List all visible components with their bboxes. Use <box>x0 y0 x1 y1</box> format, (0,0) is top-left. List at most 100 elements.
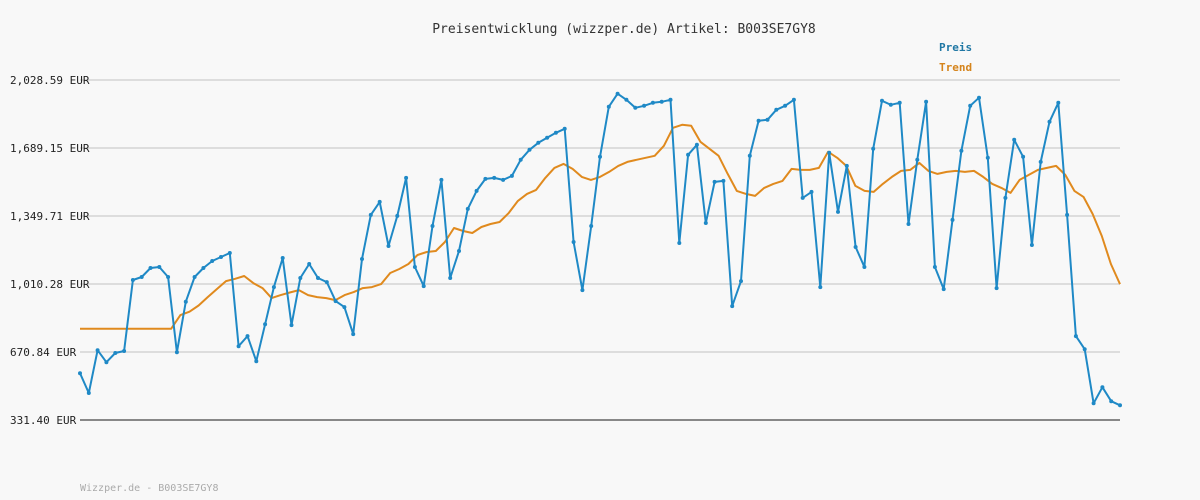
price-series-point <box>800 195 805 200</box>
price-series-point <box>316 276 320 280</box>
price-series-point <box>545 135 550 140</box>
price-series-point <box>924 99 929 104</box>
price-series-point <box>298 276 303 280</box>
price-series-point <box>192 275 197 279</box>
price-series-point <box>86 391 91 395</box>
price-series-point <box>210 259 215 263</box>
price-series-point <box>183 299 188 304</box>
price-series-point <box>518 157 523 162</box>
price-series-point <box>774 107 779 112</box>
y-tick-label: 670.84 EUR <box>10 346 77 359</box>
price-series-point <box>377 199 382 204</box>
price-series-point <box>421 284 426 289</box>
price-series-point <box>1073 334 1078 339</box>
price-series-point <box>783 103 788 108</box>
price-series-point <box>580 288 585 293</box>
price-series-point <box>915 157 920 162</box>
price-series-point <box>589 224 594 228</box>
price-series-point <box>122 349 127 353</box>
price-series-point <box>853 245 858 249</box>
price-series-point <box>624 97 629 102</box>
price-series-point <box>571 240 576 244</box>
price-series-point <box>236 344 241 349</box>
price-series-point <box>809 189 814 194</box>
price-series-point <box>871 146 876 151</box>
price-series-point <box>1091 401 1096 406</box>
price-series-point <box>351 332 356 337</box>
price-series-point <box>174 350 179 355</box>
price-series-point <box>333 299 338 304</box>
price-series-point <box>703 221 708 225</box>
y-tick-label: 331.40 EUR <box>10 414 77 427</box>
price-series-point <box>844 163 849 168</box>
price-series-point <box>78 371 82 376</box>
price-series-point <box>219 255 223 259</box>
price-series-point <box>694 142 699 147</box>
price-series-point <box>360 257 364 261</box>
price-series-point <box>483 176 488 181</box>
price-series-point <box>166 275 171 279</box>
y-tick-label: 1,349.71 EUR <box>10 210 90 223</box>
price-series-point <box>245 334 250 339</box>
price-series-point <box>739 279 743 284</box>
legend-trend: Trend <box>939 61 972 74</box>
price-series-point <box>562 126 567 131</box>
trend-series-line <box>80 123 1121 330</box>
price-series-point <box>977 95 981 100</box>
y-tick-label: 1,689.15 EUR <box>10 142 90 155</box>
price-series-point <box>342 305 347 310</box>
price-series-point <box>395 213 400 218</box>
price-series-point <box>368 212 373 217</box>
price-series-point <box>1065 212 1070 217</box>
price-series-point <box>280 256 285 260</box>
price-series-point <box>1029 243 1034 247</box>
price-series-point <box>686 152 691 157</box>
price-series-point <box>324 280 329 285</box>
price-series-point <box>227 251 232 255</box>
price-series-point <box>536 140 541 145</box>
price-series-point <box>765 117 770 122</box>
price-series-point <box>430 224 435 228</box>
price-series-point <box>606 104 611 109</box>
price-series-point <box>527 147 532 152</box>
price-series-point <box>289 323 294 328</box>
price-series-point <box>615 91 620 96</box>
y-tick-label: 1,010.28 EUR <box>10 278 90 291</box>
price-series-point <box>968 103 973 108</box>
price-series-point <box>113 351 118 355</box>
price-series-point <box>465 206 470 211</box>
price-series-line <box>79 92 1121 407</box>
price-series-point <box>836 209 840 214</box>
price-series-point <box>271 285 276 290</box>
price-series-point <box>994 286 999 291</box>
legend-price: Preis <box>939 41 972 54</box>
price-series-point <box>553 130 558 135</box>
price-series-point <box>1021 154 1026 159</box>
price-series-point <box>1056 100 1061 105</box>
price-series-point <box>1100 385 1105 390</box>
chart-title: Preisentwicklung (wizzper.de) Artikel: B… <box>432 22 816 37</box>
price-series-point <box>386 244 391 248</box>
price-series-point <box>509 173 514 178</box>
price-series-point <box>448 276 453 280</box>
price-series-point <box>712 179 717 184</box>
price-series-point <box>818 285 823 290</box>
price-series-point <box>659 99 664 104</box>
price-series-point <box>677 241 682 245</box>
price-series-point <box>139 275 144 279</box>
price-series-point <box>756 118 761 123</box>
price-series-point <box>457 249 461 253</box>
price-series-point <box>941 287 946 292</box>
price-series-point <box>404 175 409 180</box>
price-series-point <box>906 222 911 226</box>
y-axis-ticks: 2,028.59 EUR 1,689.15 EUR 1,349.71 EUR 1,01… <box>10 74 90 427</box>
price-series-point <box>307 262 312 266</box>
price-series-point <box>501 177 506 182</box>
price-series-point <box>1003 195 1008 200</box>
price-series-point <box>439 177 444 182</box>
price-series-point <box>827 150 832 155</box>
price-series-point <box>730 304 735 309</box>
price-series-point <box>633 105 638 110</box>
price-series-point <box>959 148 964 153</box>
